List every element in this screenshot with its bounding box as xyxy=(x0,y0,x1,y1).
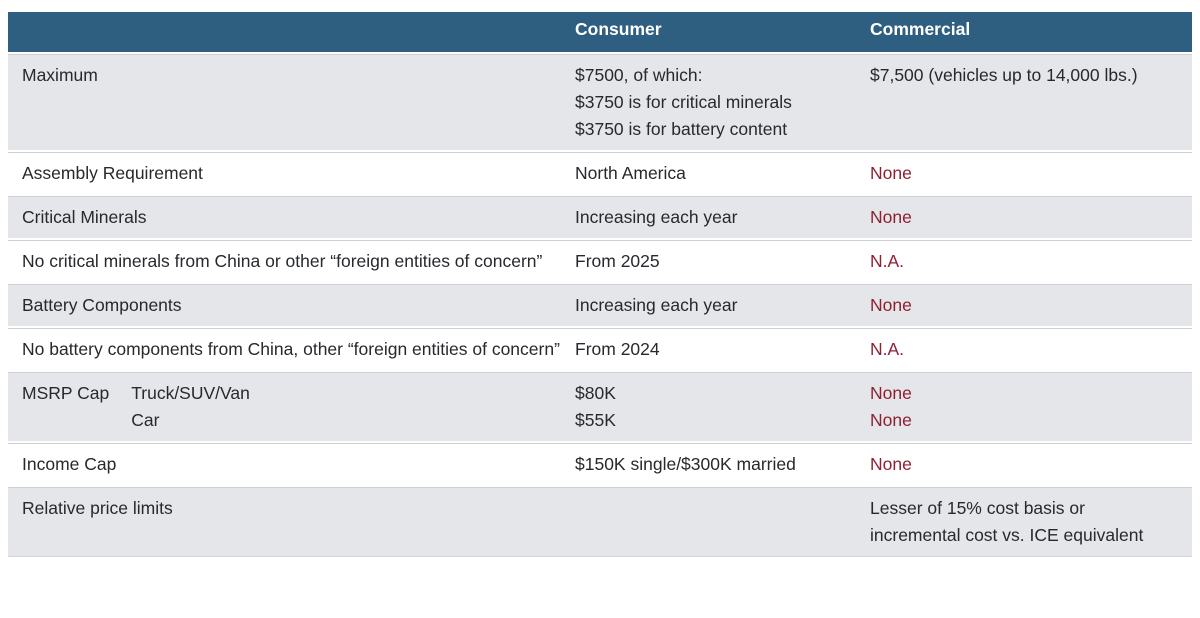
table-header-row: Consumer Commercial xyxy=(8,12,1192,52)
table-row-maximum: Maximum $7500, of which: $3750 is for cr… xyxy=(8,54,1192,150)
table-row-critical-minerals: Critical Minerals Increasing each year N… xyxy=(8,196,1192,238)
table-row-no-critical-minerals-china: No critical minerals from China or other… xyxy=(8,240,1192,282)
commercial-cell: $7,500 (vehicles up to 14,000 lbs.) xyxy=(870,62,1186,89)
cell-line: $3750 is for critical minerals xyxy=(575,92,792,112)
consumer-cell: $7500, of which: $3750 is for critical m… xyxy=(575,62,870,143)
header-consumer: Consumer xyxy=(575,18,662,39)
consumer-cell: $80K $55K xyxy=(575,380,870,434)
consumer-cell: Increasing each year xyxy=(575,204,870,231)
commercial-cell: None None xyxy=(870,380,1186,434)
cell-line: North America xyxy=(575,163,686,183)
row-label: Maximum xyxy=(22,65,98,85)
row-label: Assembly Requirement xyxy=(22,163,203,183)
cell-line: None xyxy=(870,383,912,403)
cell-line: From 2024 xyxy=(575,339,660,359)
cell-line: $80K xyxy=(575,383,616,403)
table-row-msrp-cap: MSRP Cap Truck/SUV/Van Car $80K $55K Non… xyxy=(8,372,1192,441)
table-row-income-cap: Income Cap $150K single/$300K married No… xyxy=(8,443,1192,485)
table-row-relative-price-limits: Relative price limits Lesser of 15% cost… xyxy=(8,487,1192,557)
cell-line: $55K xyxy=(575,410,616,430)
msrp-cap-label: MSRP Cap xyxy=(22,383,110,403)
header-commercial: Commercial xyxy=(870,18,971,39)
consumer-cell: From 2024 xyxy=(575,336,870,363)
cell-line: None xyxy=(870,207,912,227)
row-label: No critical minerals from China or other… xyxy=(22,251,543,271)
cell-line: incremental cost vs. ICE equivalent xyxy=(870,525,1144,545)
vehicle-type-label: Truck/SUV/Van xyxy=(131,383,250,403)
consumer-cell: North America xyxy=(575,160,870,187)
comparison-table: Consumer Commercial Maximum $7500, of wh… xyxy=(8,12,1192,557)
row-label: Critical Minerals xyxy=(22,207,147,227)
commercial-cell: N.A. xyxy=(870,336,1186,363)
cell-line: None xyxy=(870,163,912,183)
row-label: MSRP Cap Truck/SUV/Van Car xyxy=(22,380,575,434)
commercial-cell: N.A. xyxy=(870,248,1186,275)
commercial-cell: None xyxy=(870,451,1186,478)
header-blank-cell xyxy=(22,19,575,46)
cell-line: $3750 is for battery content xyxy=(575,119,788,139)
consumer-cell xyxy=(575,495,870,522)
consumer-cell: $150K single/$300K married xyxy=(575,451,870,478)
row-label: Battery Components xyxy=(22,295,182,315)
cell-line: Increasing each year xyxy=(575,207,738,227)
vehicle-type-label: Car xyxy=(131,410,160,430)
cell-line: None xyxy=(870,295,912,315)
row-label: Relative price limits xyxy=(22,498,173,518)
cell-line: Lesser of 15% cost basis or xyxy=(870,498,1085,518)
row-label: Income Cap xyxy=(22,454,117,474)
cell-line: $7,500 (vehicles up to 14,000 lbs.) xyxy=(870,65,1138,85)
cell-line: N.A. xyxy=(870,339,905,359)
cell-line: None xyxy=(870,410,912,430)
cell-line: From 2025 xyxy=(575,251,660,271)
consumer-cell: From 2025 xyxy=(575,248,870,275)
consumer-cell: Increasing each year xyxy=(575,292,870,319)
cell-line: $7500, of which: xyxy=(575,65,703,85)
cell-line: $150K single/$300K married xyxy=(575,454,796,474)
commercial-cell: None xyxy=(870,292,1186,319)
table-row-battery-components: Battery Components Increasing each year … xyxy=(8,284,1192,326)
table-row-no-battery-components-china: No battery components from China, other … xyxy=(8,328,1192,370)
cell-line: N.A. xyxy=(870,251,905,271)
row-label: No battery components from China, other … xyxy=(22,339,560,359)
commercial-cell: None xyxy=(870,160,1186,187)
table-row-assembly-requirement: Assembly Requirement North America None xyxy=(8,152,1192,194)
commercial-cell: None xyxy=(870,204,1186,231)
cell-line: None xyxy=(870,454,912,474)
cell-line: Increasing each year xyxy=(575,295,738,315)
commercial-cell: Lesser of 15% cost basis or incremental … xyxy=(870,495,1186,549)
